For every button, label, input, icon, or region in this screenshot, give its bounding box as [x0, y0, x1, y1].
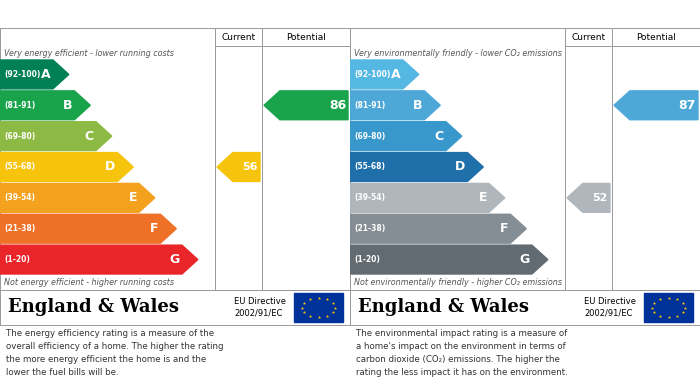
Polygon shape: [0, 152, 133, 181]
Text: 56: 56: [242, 162, 258, 172]
Polygon shape: [567, 183, 610, 212]
Text: England & Wales: England & Wales: [8, 298, 179, 316]
Text: D: D: [455, 160, 466, 174]
Text: Very environmentally friendly - lower CO₂ emissions: Very environmentally friendly - lower CO…: [354, 49, 562, 58]
Text: (92-100): (92-100): [4, 70, 41, 79]
Text: (92-100): (92-100): [354, 70, 391, 79]
Text: (55-68): (55-68): [4, 163, 35, 172]
Text: (39-54): (39-54): [4, 194, 35, 203]
Bar: [294, 293, 343, 322]
Text: Potential: Potential: [286, 32, 326, 41]
Text: (81-91): (81-91): [4, 101, 35, 110]
Polygon shape: [350, 152, 483, 181]
Polygon shape: [350, 183, 505, 212]
Polygon shape: [0, 245, 198, 274]
Polygon shape: [350, 91, 440, 120]
Text: F: F: [500, 222, 508, 235]
Text: Not energy efficient - higher running costs: Not energy efficient - higher running co…: [4, 278, 174, 287]
Text: B: B: [63, 99, 72, 112]
Text: G: G: [519, 253, 530, 266]
Text: (39-54): (39-54): [354, 194, 385, 203]
Text: F: F: [150, 222, 158, 235]
Polygon shape: [0, 60, 69, 89]
Polygon shape: [0, 91, 90, 120]
Polygon shape: [614, 91, 698, 120]
Polygon shape: [264, 91, 348, 120]
Text: 52: 52: [593, 193, 608, 203]
Polygon shape: [350, 122, 462, 151]
Text: A: A: [391, 68, 401, 81]
Text: The energy efficiency rating is a measure of the
overall efficiency of a home. T: The energy efficiency rating is a measur…: [6, 329, 223, 377]
Text: Potential: Potential: [636, 32, 676, 41]
Text: Current: Current: [571, 32, 606, 41]
Text: B: B: [413, 99, 422, 112]
Text: Environmental Impact (CO₂) Rating: Environmental Impact (CO₂) Rating: [358, 7, 605, 20]
Text: Energy Efficiency Rating: Energy Efficiency Rating: [8, 7, 181, 20]
Text: E: E: [128, 191, 137, 204]
Text: C: C: [435, 130, 444, 143]
Text: 86: 86: [329, 99, 346, 112]
Text: 87: 87: [678, 99, 696, 112]
Polygon shape: [217, 152, 260, 181]
Text: Very energy efficient - lower running costs: Very energy efficient - lower running co…: [4, 49, 174, 58]
Polygon shape: [350, 60, 419, 89]
Text: England & Wales: England & Wales: [358, 298, 529, 316]
Text: (81-91): (81-91): [354, 101, 385, 110]
Text: G: G: [169, 253, 180, 266]
Text: EU Directive
2002/91/EC: EU Directive 2002/91/EC: [234, 297, 286, 318]
Polygon shape: [350, 245, 548, 274]
Polygon shape: [0, 122, 112, 151]
Polygon shape: [0, 214, 176, 243]
Text: E: E: [478, 191, 487, 204]
Text: Current: Current: [221, 32, 255, 41]
Polygon shape: [0, 183, 155, 212]
Text: (69-80): (69-80): [354, 132, 385, 141]
Text: The environmental impact rating is a measure of
a home's impact on the environme: The environmental impact rating is a mea…: [356, 329, 568, 377]
Text: A: A: [41, 68, 51, 81]
Text: Not environmentally friendly - higher CO₂ emissions: Not environmentally friendly - higher CO…: [354, 278, 562, 287]
Text: (21-38): (21-38): [4, 224, 35, 233]
Polygon shape: [350, 214, 526, 243]
Bar: [644, 293, 693, 322]
Text: (1-20): (1-20): [4, 255, 30, 264]
Text: (21-38): (21-38): [354, 224, 385, 233]
Text: D: D: [105, 160, 116, 174]
Text: (69-80): (69-80): [4, 132, 35, 141]
Text: (1-20): (1-20): [354, 255, 380, 264]
Text: EU Directive
2002/91/EC: EU Directive 2002/91/EC: [584, 297, 636, 318]
Text: C: C: [85, 130, 94, 143]
Text: (55-68): (55-68): [354, 163, 385, 172]
